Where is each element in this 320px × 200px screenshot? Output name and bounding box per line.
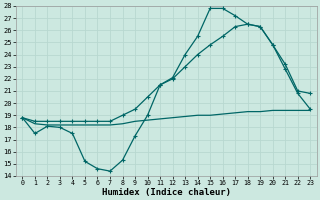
X-axis label: Humidex (Indice chaleur): Humidex (Indice chaleur) <box>102 188 231 197</box>
